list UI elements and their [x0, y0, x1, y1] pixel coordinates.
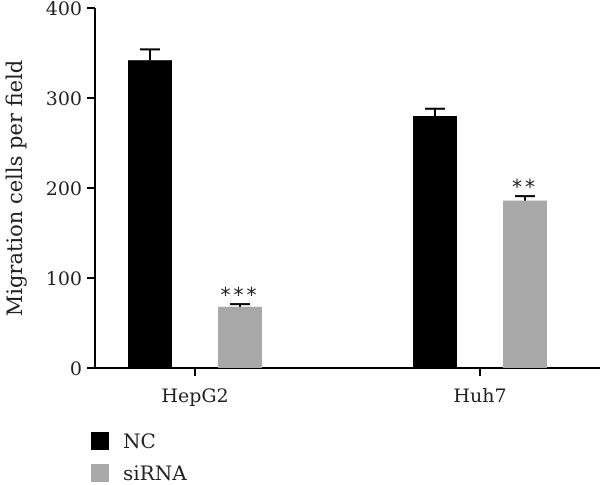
y-tick-label: 400	[46, 0, 82, 20]
y-axis-title: Migration cells per field	[3, 60, 27, 316]
legend-swatch-NC	[91, 432, 109, 450]
y-tick-label: 300	[46, 88, 82, 110]
y-tick-label: 0	[70, 358, 82, 380]
legend-swatch-siRNA	[91, 464, 109, 482]
bar-NC-Huh7	[413, 116, 457, 368]
y-tick-label: 100	[46, 268, 82, 290]
legend-label-siRNA: siRNA	[123, 461, 187, 485]
legend: NC siRNA	[91, 429, 187, 485]
x-tick-label: HepG2	[161, 385, 228, 407]
significance-label: **	[512, 175, 538, 199]
bar-NC-HepG2	[128, 60, 172, 368]
legend-label-NC: NC	[123, 429, 156, 453]
x-tick-label: Huh7	[453, 385, 506, 407]
significance-label: ***	[221, 283, 260, 307]
bar-siRNA-Huh7	[503, 200, 547, 368]
y-tick-label: 200	[46, 178, 82, 200]
bar-siRNA-HepG2	[218, 306, 262, 368]
